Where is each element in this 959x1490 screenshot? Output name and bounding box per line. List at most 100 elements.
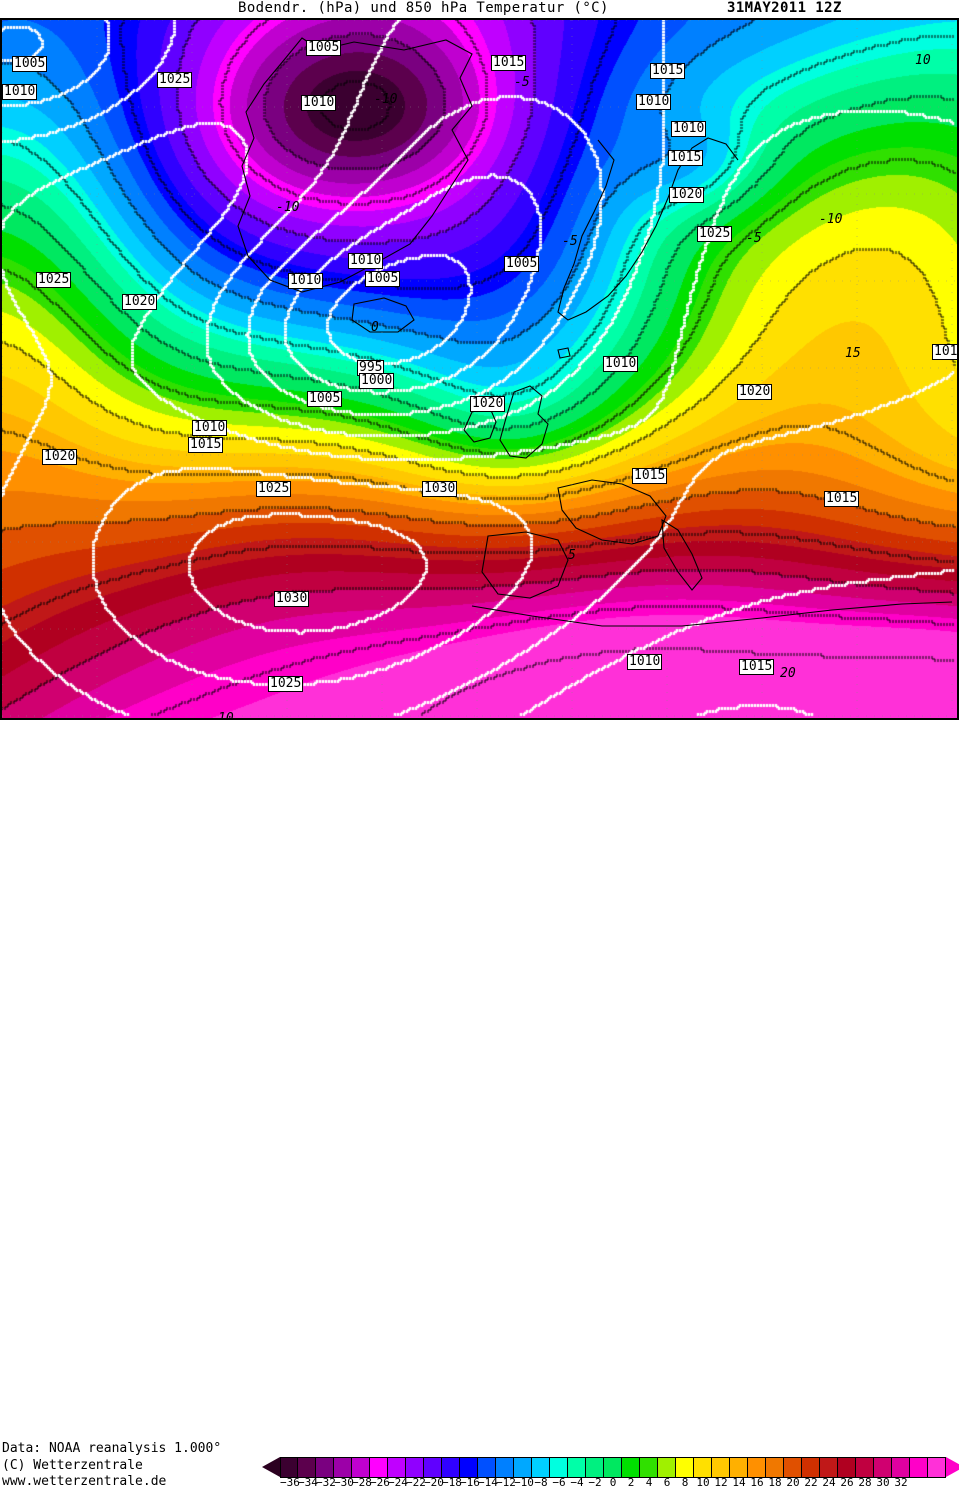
colorbar-tick-labels: −36 −34 −32 −30 −28 −26 −24 −22 −20 −18 −16 −14 −12−… xyxy=(262,1476,952,1490)
temperature-field-canvas xyxy=(2,20,957,718)
pressure-isobar-label: 1015 xyxy=(632,468,668,484)
colorbar-cell xyxy=(640,1458,658,1477)
coastline xyxy=(499,385,549,459)
colorbar-tick: −26 xyxy=(370,1476,390,1489)
colorbar-cell xyxy=(532,1458,550,1477)
pressure-isobar-label: 1020 xyxy=(737,384,773,400)
temperature-colorbar: −36 −34 −32 −30 −28 −26 −24 −22 −20 −18 −16 −14 −12−… xyxy=(262,1457,959,1490)
pressure-isobar-label: 1010 xyxy=(301,95,337,111)
pressure-isobar-label: 1010 xyxy=(603,356,639,372)
colorbar-cell xyxy=(892,1458,910,1477)
colorbar-tick: 16 xyxy=(750,1476,764,1489)
colorbar-cell xyxy=(748,1458,766,1477)
colorbar-tick: 12 xyxy=(714,1476,728,1489)
colorbar-tick: −10 xyxy=(514,1476,534,1489)
temperature-isotherm-label: 10 xyxy=(218,711,234,720)
colorbar-tick: −36 xyxy=(280,1476,300,1489)
forecast-timestamp: 31MAY2011 12Z xyxy=(727,0,842,16)
colorbar-cell xyxy=(370,1458,388,1477)
colorbar-tick: 10 xyxy=(696,1476,710,1489)
colorbar-tick: −22 xyxy=(406,1476,426,1489)
colorbar-extend-high-arrow xyxy=(946,1457,959,1477)
colorbar-tick: 28 xyxy=(858,1476,872,1489)
temperature-isotherm-label: -10 xyxy=(819,212,843,227)
pressure-isobar-label: 1000 xyxy=(359,373,395,389)
temperature-isotherm-label: -5 xyxy=(562,234,578,249)
colorbar-cell xyxy=(838,1458,856,1477)
pressure-isobar-label: 1020 xyxy=(470,396,506,412)
colorbar-cell xyxy=(802,1458,820,1477)
colorbar-cell xyxy=(334,1458,352,1477)
colorbar-cell xyxy=(766,1458,784,1477)
coastline xyxy=(463,407,497,443)
colorbar-tick: −20 xyxy=(424,1476,444,1489)
colorbar-tick: 30 xyxy=(876,1476,890,1489)
pressure-isobar-label: 1030 xyxy=(274,591,310,607)
colorbar-tick: 20 xyxy=(786,1476,800,1489)
pressure-isobar-label: 1015 xyxy=(739,659,775,675)
colorbar-cell xyxy=(712,1458,730,1477)
pressure-isobar-label: 1015 xyxy=(932,344,957,360)
colorbar-cell xyxy=(694,1458,712,1477)
colorbar-tick: 2 xyxy=(627,1476,635,1489)
colorbar-cell xyxy=(514,1458,532,1477)
colorbar-tick: −2 xyxy=(588,1476,602,1489)
website-link[interactable]: www.wetterzentrale.de xyxy=(2,1474,167,1489)
pressure-isobar-label: 995 xyxy=(357,360,385,376)
colorbar-tick: −30 xyxy=(334,1476,354,1489)
temperature-isotherm-label: 5 xyxy=(568,548,576,563)
pressure-isobar-label: 1030 xyxy=(422,481,458,497)
colorbar-tick: −6 xyxy=(552,1476,566,1489)
pressure-isobar-label: 1020 xyxy=(669,187,705,203)
colorbar-cell xyxy=(586,1458,604,1477)
colorbar-cell xyxy=(784,1458,802,1477)
pressure-isobar-label: 1010 xyxy=(627,654,663,670)
colorbar-tick: −18 xyxy=(442,1476,462,1489)
pressure-isobar-label: 1005 xyxy=(504,256,540,272)
coastline xyxy=(557,347,571,359)
colorbar-cell xyxy=(298,1458,316,1477)
colorbar-tick: 8 xyxy=(681,1476,689,1489)
pressure-isobar-label: 1010 xyxy=(671,121,707,137)
coastline xyxy=(481,531,569,599)
pressure-isobar-label: 1020 xyxy=(122,294,158,310)
colorbar-cell xyxy=(928,1458,946,1477)
colorbar-tick: 24 xyxy=(822,1476,836,1489)
temperature-isotherm-label: 20 xyxy=(780,666,796,681)
colorbar-tick: −8 xyxy=(534,1476,548,1489)
colorbar-cell xyxy=(658,1458,676,1477)
pressure-isobar-label: 1005 xyxy=(365,271,401,287)
colorbar-tick: −16 xyxy=(460,1476,480,1489)
colorbar-swatches xyxy=(280,1457,946,1478)
temperature-isotherm-label: 10 xyxy=(915,53,931,68)
colorbar-cell xyxy=(424,1458,442,1477)
contours-and-coastlines xyxy=(2,20,957,718)
pressure-isobar-label: 1015 xyxy=(668,150,704,166)
colorbar-tick: −24 xyxy=(388,1476,408,1489)
pressure-isobar-label: 1005 xyxy=(12,56,48,72)
colorbar-cell xyxy=(856,1458,874,1477)
coastline xyxy=(237,37,473,293)
pressure-isobar-label: 1015 xyxy=(491,55,527,71)
colorbar-cell xyxy=(280,1458,298,1477)
page-title: Bodendr. (hPa) und 850 hPa Temperatur (°… xyxy=(238,0,609,16)
colorbar-cell xyxy=(604,1458,622,1477)
pressure-isobar-label: 1005 xyxy=(307,391,343,407)
temperature-isotherm-label: -5 xyxy=(514,75,530,90)
colorbar-tick: 6 xyxy=(663,1476,671,1489)
temperature-isotherm-label: -10 xyxy=(374,92,398,107)
colorbar-cell xyxy=(820,1458,838,1477)
colorbar-cell xyxy=(496,1458,514,1477)
pressure-isobar-label: 1005 xyxy=(306,40,342,56)
pressure-isobar-label: 1010 xyxy=(2,84,38,100)
pressure-isobar-label: 1025 xyxy=(36,272,72,288)
temperature-isotherm-label: 0 xyxy=(371,320,379,335)
coastline xyxy=(661,518,703,591)
pressure-isobar-label: 1010 xyxy=(348,253,384,269)
pressure-isobar-label: 1010 xyxy=(636,94,672,110)
coastline xyxy=(557,479,667,545)
weather-map[interactable]: 1005 1010 1025 1010 1005 1015 1015 1010 1010 1015… xyxy=(0,18,959,720)
copyright-text: (C) Wetterzentrale xyxy=(2,1458,143,1473)
pressure-isobar-label: 1015 xyxy=(824,491,860,507)
